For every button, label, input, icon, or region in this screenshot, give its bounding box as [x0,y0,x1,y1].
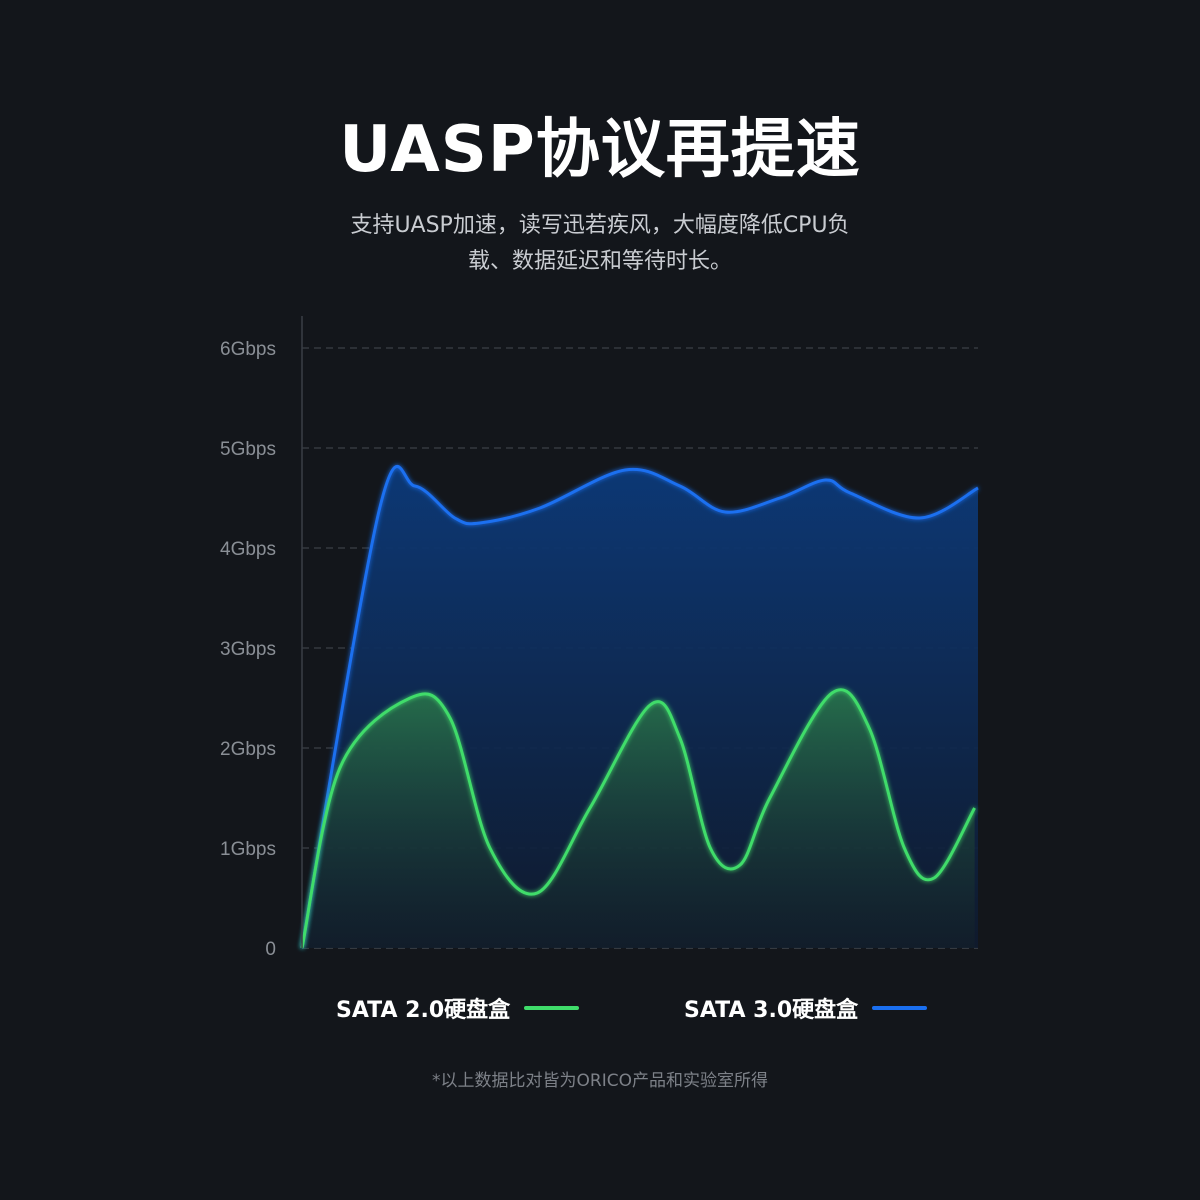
legend-label-sata3: SATA 3.0硬盘盒 [684,998,859,1023]
line-sata3 [300,465,979,949]
y-tick-label: 3Gbps [220,639,276,660]
page-title: UASP协议再提速 [339,113,861,187]
subtitle-line-1: 支持UASP加速，读写迅若疾风，大幅度降低CPU负 [350,213,850,238]
y-tick-label: 2Gbps [220,739,276,760]
legend-swatch-green [524,1006,580,1010]
footnote: *以上数据比对皆为ORICO产品和实验室所得 [432,1071,768,1091]
y-tick-label: 4Gbps [220,539,276,560]
legend-item-sata2: SATA 2.0硬盘盒 [336,992,580,1024]
subtitle: 支持UASP加速，读写迅若疾风，大幅度降低CPU负 载、数据延迟和等待时长。 [300,208,900,280]
y-tick-label: 1Gbps [220,839,276,860]
subtitle-line-2: 载、数据延迟和等待时长。 [467,249,732,274]
line-sata2 [300,688,976,949]
y-tick-label: 0 [265,939,276,960]
y-tick-label: 6Gbps [220,339,276,360]
y-tick-label: 5Gbps [220,439,276,460]
legend-swatch-blue [872,1006,928,1010]
legend-item-sata3: SATA 3.0硬盘盒 [684,992,928,1024]
legend-label-sata2: SATA 2.0硬盘盒 [336,998,511,1023]
area-sata2 [302,689,975,948]
